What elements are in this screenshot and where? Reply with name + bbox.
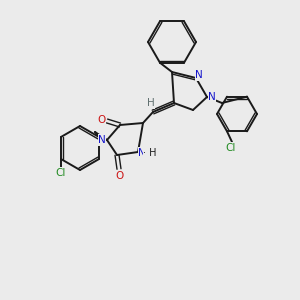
- Text: N: N: [138, 148, 146, 158]
- Text: N: N: [208, 92, 216, 102]
- Text: Cl: Cl: [226, 143, 236, 153]
- Text: N: N: [98, 135, 106, 145]
- Text: N: N: [195, 70, 203, 80]
- Text: O: O: [116, 171, 124, 181]
- Text: Cl: Cl: [56, 168, 66, 178]
- Text: O: O: [97, 115, 105, 125]
- Text: · H: · H: [143, 148, 157, 158]
- Text: H: H: [147, 98, 155, 108]
